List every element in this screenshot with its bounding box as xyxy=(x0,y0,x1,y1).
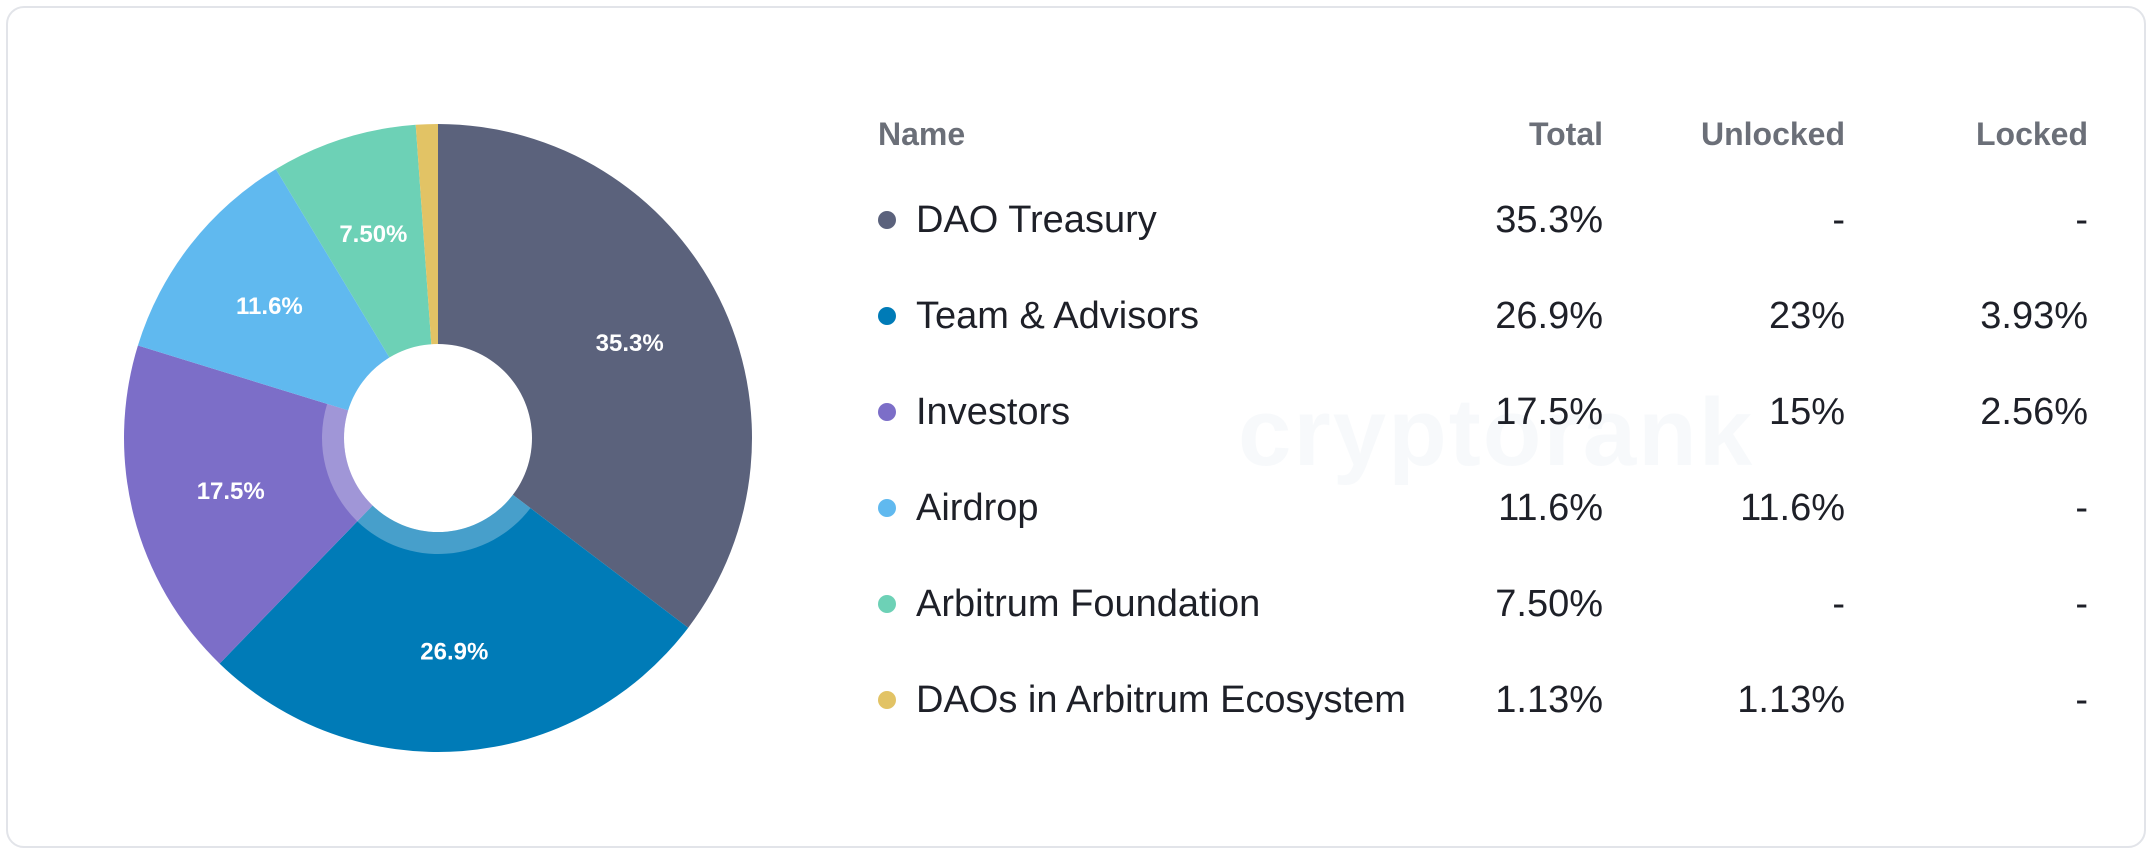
row-unlocked: 1.13% xyxy=(1737,678,1845,721)
donut-hole xyxy=(344,344,532,532)
row-unlocked: - xyxy=(1832,582,1845,625)
table-row[interactable]: Airdrop 11.6% 11.6% - xyxy=(878,460,2088,556)
slice-value-label: 7.50% xyxy=(339,221,407,248)
slice-value-label: 11.6% xyxy=(236,293,303,320)
pie-slice-airdrop[interactable] xyxy=(137,169,438,439)
row-total: 17.5% xyxy=(1495,390,1603,433)
row-name: Arbitrum Foundation xyxy=(916,582,1261,625)
row-name: DAOs in Arbitrum Ecosystem xyxy=(916,678,1406,721)
header-unlocked[interactable]: Unlocked xyxy=(1700,115,1845,152)
slice-value-label: 17.5% xyxy=(197,478,265,505)
allocation-card: 35.3% 26.9% 17.5% 11.6% 7.50% cryptorank Nam… xyxy=(6,6,2146,848)
table-header-row: Name Total Unlocked Locked xyxy=(878,96,2088,172)
allocation-donut-chart: 35.3% 26.9% 17.5% 11.6% 7.50% xyxy=(124,124,753,752)
pie-slice-dao-treasury[interactable] xyxy=(438,124,753,628)
table-row[interactable]: Team & Advisors 26.9% 23% 3.93% xyxy=(878,268,2088,364)
inner-ring-segment xyxy=(357,494,531,554)
row-total: 11.6% xyxy=(1498,486,1603,529)
row-locked: - xyxy=(2075,678,2088,721)
row-unlocked: 11.6% xyxy=(1740,486,1845,529)
table-row[interactable]: Arbitrum Foundation 7.50% - - xyxy=(878,556,2088,652)
row-name: Team & Advisors xyxy=(916,294,1199,337)
slice-value-label: 26.9% xyxy=(420,638,488,665)
watermark-text: cryptorank xyxy=(1238,379,1755,486)
slice-value-label: 35.3% xyxy=(596,330,664,357)
header-total[interactable]: Total xyxy=(1528,115,1603,152)
legend-dot xyxy=(878,211,896,229)
table-row[interactable]: DAO Treasury 35.3% - - xyxy=(878,172,2088,268)
row-name: Airdrop xyxy=(916,486,1039,529)
legend-dot xyxy=(878,403,896,421)
row-locked: 2.56% xyxy=(1980,390,2088,433)
header-name[interactable]: Name xyxy=(878,115,966,152)
legend-dot xyxy=(878,499,896,517)
row-locked: - xyxy=(2075,198,2088,241)
row-unlocked: 15% xyxy=(1768,390,1845,433)
inner-ring-segment xyxy=(322,403,373,522)
row-total: 7.50% xyxy=(1495,582,1603,625)
row-name: Investors xyxy=(916,390,1071,433)
table-row[interactable]: DAOs in Arbitrum Ecosystem 1.13% 1.13% - xyxy=(878,652,2088,748)
legend-dot xyxy=(878,691,896,709)
table-row[interactable]: Investors 17.5% 15% 2.56% xyxy=(878,364,2088,460)
row-locked: 3.93% xyxy=(1980,294,2088,337)
legend-dot xyxy=(878,307,896,325)
legend-dot xyxy=(878,595,896,613)
row-unlocked: 23% xyxy=(1768,294,1845,337)
row-name: DAO Treasury xyxy=(916,198,1157,241)
row-locked: - xyxy=(2075,486,2088,529)
row-total: 1.13% xyxy=(1495,678,1603,721)
row-locked: - xyxy=(2075,582,2088,625)
header-locked[interactable]: Locked xyxy=(1975,115,2088,152)
row-total: 26.9% xyxy=(1495,294,1603,337)
pie-slice-team-advisors[interactable] xyxy=(219,438,689,752)
row-unlocked: - xyxy=(1832,198,1845,241)
allocation-table: Name Total Unlocked Locked DAO Treasury … xyxy=(878,96,2088,748)
row-total: 35.3% xyxy=(1495,198,1603,241)
